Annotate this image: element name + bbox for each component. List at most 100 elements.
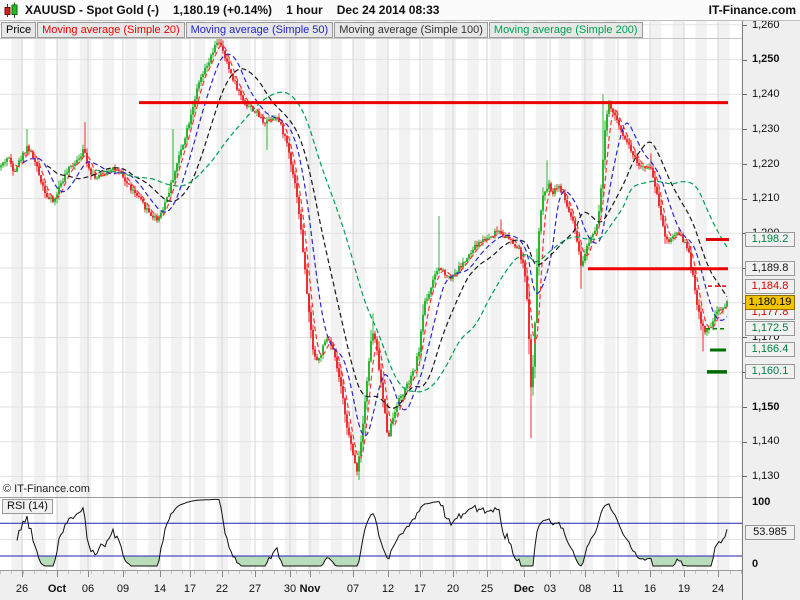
ma-50-line (22, 53, 728, 437)
time-tick-label: 16 (643, 583, 657, 595)
time-tick-label: Dec (513, 583, 535, 595)
day-tick-mark (376, 571, 378, 574)
day-tick-mark (307, 571, 309, 574)
rsi-panel[interactable] (0, 497, 742, 570)
time-tick-mark (585, 571, 586, 577)
price-flag-11898: 1,189.8 (745, 261, 795, 277)
ma-200-line (94, 91, 728, 393)
time-tick-label: 25 (480, 583, 494, 595)
price-flag-11725: 1,172.5 (745, 321, 795, 337)
legend-item-ma200[interactable]: Moving average (Simple 200) (488, 22, 643, 38)
price-flag-11982: 1,198.2 (745, 232, 795, 247)
day-tick-mark (661, 571, 663, 574)
day-tick-mark (570, 571, 571, 574)
day-tick-mark (490, 571, 492, 574)
candles (0, 31, 728, 480)
price-tick-mark (743, 476, 747, 478)
price-tick-label: 1,150 (752, 400, 780, 413)
time-tick-label: 17 (413, 583, 427, 595)
day-tick-mark (592, 571, 594, 574)
time-tick-mark (310, 571, 311, 577)
legend-divider (0, 38, 742, 39)
day-tick-mark (433, 571, 435, 574)
day-tick-mark (421, 571, 423, 574)
day-tick-mark (296, 571, 298, 574)
rsi-axis-label-100: 100 (752, 496, 771, 508)
time-tick-mark (453, 571, 454, 577)
legend-bar: Price Moving average (Simple 20) Moving … (1, 22, 644, 38)
day-tick-mark (706, 571, 708, 574)
day-tick-mark (330, 571, 332, 574)
day-tick-mark (205, 571, 207, 574)
ma-100-line (46, 68, 728, 410)
time-tick-mark (487, 571, 488, 577)
day-tick-mark (171, 571, 172, 574)
time-axis[interactable]: 26 Oct 06 09 14 17 22 27 30 Nov 07 12 17 20 25 Dec 03 08 1… (0, 570, 742, 600)
time-tick-mark (222, 571, 223, 577)
rsi-label[interactable]: RSI (14) (2, 499, 53, 514)
day-tick-mark (638, 571, 640, 574)
price-flag-11664: 1,166.4 (745, 342, 795, 358)
day-tick-mark (410, 571, 412, 574)
time-tick-mark (618, 571, 619, 577)
price-axis[interactable]: 1,2601,2501,2401,2301,2201,2101,2001,170… (742, 18, 800, 600)
time-tick-label: 24 (711, 583, 725, 595)
price-tick-label: 1,260 (752, 18, 780, 31)
time-tick-label: 14 (153, 583, 167, 595)
time-tick-mark (388, 571, 389, 577)
price-tick-label: 1,230 (752, 122, 780, 135)
watermark: © IT-Finance.com (3, 483, 90, 495)
day-tick-mark (615, 571, 617, 574)
day-tick-mark (467, 571, 469, 574)
day-tick-mark (285, 571, 286, 574)
day-tick-mark (79, 571, 81, 574)
day-tick-mark (114, 571, 115, 574)
day-tick-mark (0, 571, 1, 574)
price-tick-mark (743, 406, 747, 408)
time-tick-mark (420, 571, 421, 577)
day-tick-mark (68, 571, 70, 574)
time-tick-label: 11 (612, 583, 624, 595)
time-tick-label: 09 (116, 583, 130, 595)
legend-item-ma100[interactable]: Moving average (Simple 100) (334, 22, 488, 38)
day-tick-mark (148, 571, 150, 574)
time-tick-mark (160, 571, 161, 577)
rsi-axis-label-0: 0 (752, 558, 759, 570)
price-tick-label: 1,140 (752, 435, 780, 447)
timeframe-label: 1 hour (286, 3, 323, 17)
day-tick-mark (125, 571, 127, 574)
time-tick-label: 30 (283, 583, 297, 595)
time-tick-label: 26 (15, 583, 29, 595)
rsi-oversold-fill (38, 556, 714, 566)
ma-20-line (8, 44, 728, 459)
price-tick-mark (743, 24, 747, 26)
price-tick-mark (743, 59, 747, 61)
day-tick-mark (456, 571, 457, 574)
time-tick-label: 08 (578, 583, 592, 595)
day-tick-mark (34, 571, 36, 574)
day-tick-mark (604, 571, 606, 574)
time-tick-mark (88, 571, 89, 577)
time-tick-mark (550, 571, 551, 577)
price-tick-label: 1,210 (752, 192, 780, 204)
legend-item-ma20[interactable]: Moving average (Simple 20) (37, 22, 185, 38)
price-tick-mark (743, 94, 747, 96)
main-price-chart[interactable] (0, 21, 742, 497)
rsi-grid (0, 497, 742, 570)
day-tick-mark (102, 571, 104, 574)
day-tick-mark (672, 571, 674, 574)
day-tick-mark (250, 571, 252, 574)
day-tick-mark (535, 571, 537, 574)
legend-item-price[interactable]: Price (1, 22, 37, 38)
time-tick-mark (255, 571, 256, 577)
time-tick-mark (123, 571, 124, 577)
time-tick-label: Nov (299, 583, 321, 595)
price-tick-mark (743, 441, 747, 443)
rsi-value-flag: 53.985 (745, 524, 795, 540)
day-tick-mark (444, 571, 446, 574)
price-tick-mark (743, 163, 747, 165)
day-tick-mark (627, 571, 628, 574)
legend-item-ma50[interactable]: Moving average (Simple 50) (185, 22, 334, 38)
day-tick-mark (262, 571, 264, 574)
